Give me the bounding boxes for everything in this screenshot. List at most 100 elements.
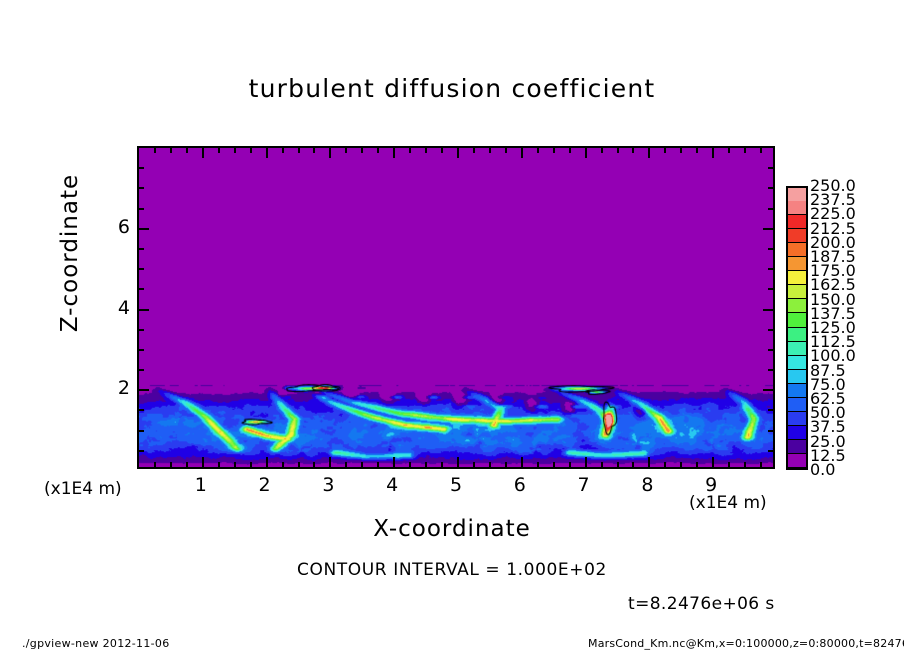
axis-tick <box>664 462 667 467</box>
time-stamp-label: t=8.2476e+06 s <box>628 594 775 614</box>
axis-tick <box>712 457 715 467</box>
colorbar <box>786 186 808 470</box>
axis-tick <box>552 462 555 467</box>
axis-tick <box>568 148 571 153</box>
axis-tick <box>616 462 619 467</box>
axis-tick <box>768 449 773 452</box>
axis-tick <box>763 308 773 311</box>
axis-tick <box>313 462 316 467</box>
x-axis-tick-label: 8 <box>641 474 654 496</box>
colorbar-label: 0.0 <box>810 460 836 479</box>
y-axis-tick-label: 4 <box>117 296 130 319</box>
axis-tick <box>763 227 773 230</box>
y-axis-title: Z-coordinate <box>57 173 83 333</box>
colorbar-band <box>788 397 806 412</box>
x-units-right-label: (x1E4 m) <box>689 493 767 513</box>
axis-tick <box>768 207 773 210</box>
colorbar-label: 125.0 <box>810 318 856 337</box>
axis-tick <box>377 462 380 467</box>
footer-dataset-label: MarsCond_Km.nc@Km,x=0:100000,z=0:80000,t… <box>588 637 904 650</box>
axis-tick <box>472 148 475 153</box>
x-units-left-label: (x1E4 m) <box>44 479 122 499</box>
colorbar-label: 162.5 <box>810 275 856 295</box>
colorbar-band <box>788 341 806 356</box>
axis-tick <box>600 462 603 467</box>
axis-tick <box>763 389 773 392</box>
axis-tick <box>441 148 444 153</box>
axis-tick <box>648 148 651 158</box>
axis-tick <box>768 247 773 250</box>
axis-tick <box>768 348 773 351</box>
axis-tick <box>153 462 156 467</box>
y-axis-tick-label: 6 <box>117 215 130 238</box>
axis-tick <box>768 328 773 331</box>
axis-tick <box>153 148 156 153</box>
x-axis-tick-label: 2 <box>258 474 271 496</box>
colorbar-label: 62.5 <box>810 389 846 408</box>
axis-tick <box>169 462 172 467</box>
colorbar-label: 175.0 <box>810 261 856 281</box>
axis-tick <box>768 187 773 190</box>
colorbar-band <box>788 453 806 468</box>
axis-tick <box>680 462 683 467</box>
colorbar-band <box>788 215 806 230</box>
colorbar-label: 12.5 <box>810 445 846 465</box>
x-axis-tick-label: 5 <box>449 474 463 496</box>
axis-tick <box>409 148 412 153</box>
x-axis-tick-label: 1 <box>194 474 207 496</box>
axis-tick <box>345 462 348 467</box>
axis-tick <box>584 457 587 467</box>
axis-tick <box>520 148 523 158</box>
colorbar-band <box>788 243 806 258</box>
colorbar-label: 112.5 <box>810 332 856 352</box>
axis-tick <box>648 457 651 467</box>
axis-tick <box>139 369 144 372</box>
y-axis-tick-label: 2 <box>117 377 130 400</box>
axis-tick <box>536 148 539 153</box>
axis-tick <box>139 227 149 230</box>
colorbar-label: 50.0 <box>810 403 846 423</box>
axis-tick <box>361 148 364 153</box>
axis-tick <box>139 449 144 452</box>
axis-tick <box>712 148 715 158</box>
axis-tick <box>185 148 188 153</box>
axis-tick <box>139 308 149 311</box>
axis-tick <box>409 462 412 467</box>
colorbar-band <box>788 411 806 426</box>
colorbar-label: 187.5 <box>810 247 856 266</box>
colorbar-label: 137.5 <box>810 303 856 323</box>
colorbar-band <box>788 271 806 286</box>
axis-tick <box>249 462 252 467</box>
footer-command-label: ./gpview-new 2012-11-06 <box>22 637 170 650</box>
axis-tick <box>768 288 773 291</box>
axis-tick <box>297 148 300 153</box>
colorbar-label: 150.0 <box>810 289 856 309</box>
axis-tick <box>139 348 144 351</box>
axis-tick <box>217 462 220 467</box>
axis-tick <box>249 148 252 153</box>
axis-tick <box>696 462 699 467</box>
axis-tick <box>457 148 459 158</box>
heatmap-canvas <box>139 148 773 467</box>
axis-tick <box>425 462 428 467</box>
axis-tick <box>504 148 507 153</box>
colorbar-band <box>788 285 806 300</box>
axis-tick <box>361 462 364 467</box>
axis-tick <box>584 148 587 158</box>
axis-tick <box>552 148 555 153</box>
colorbar-band <box>788 369 806 384</box>
axis-tick <box>472 462 475 467</box>
colorbar-band <box>788 439 806 454</box>
axis-tick <box>425 148 428 153</box>
x-axis-tick-label: 4 <box>386 474 399 496</box>
colorbar-label: 237.5 <box>810 190 856 210</box>
colorbar-band <box>788 383 806 398</box>
axis-tick <box>488 462 491 467</box>
axis-tick <box>233 148 236 153</box>
axis-tick <box>139 409 144 412</box>
colorbar-band <box>788 313 806 328</box>
axis-tick <box>457 457 459 467</box>
axis-tick <box>600 148 603 153</box>
axis-tick <box>393 457 396 467</box>
axis-tick <box>313 148 316 153</box>
